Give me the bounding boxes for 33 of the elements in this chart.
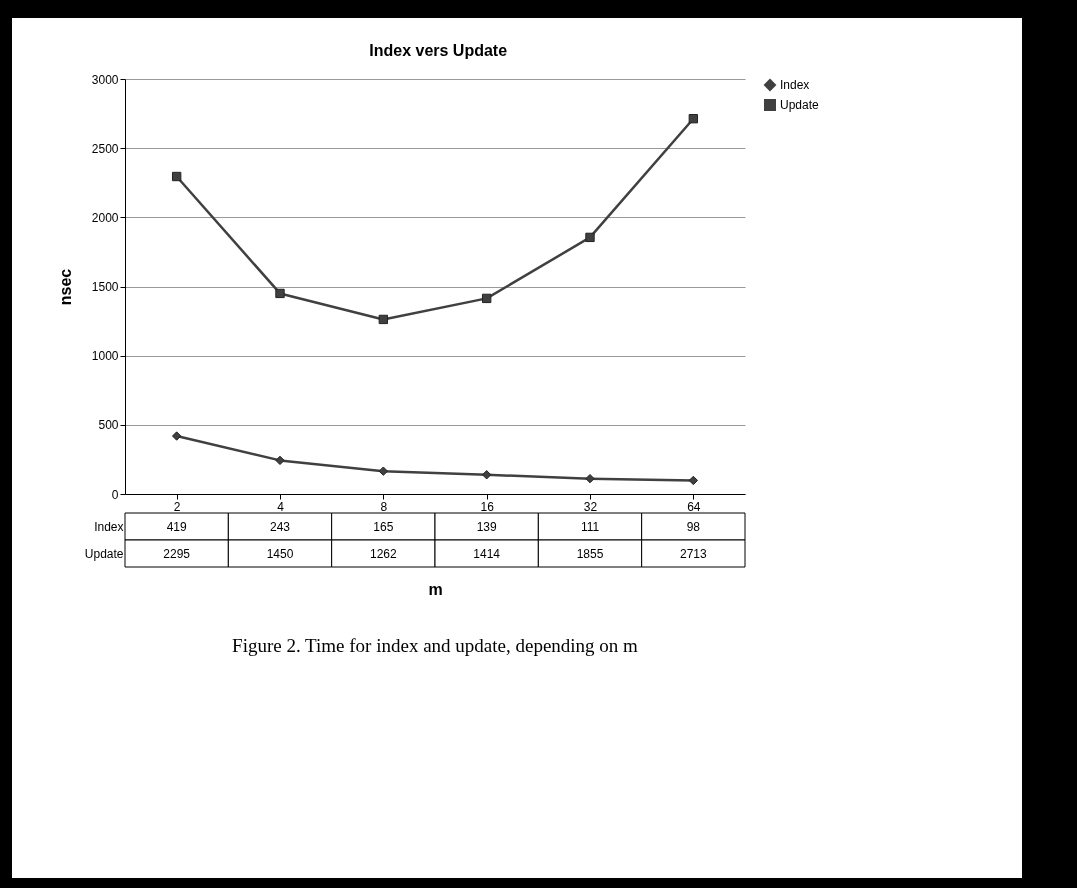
x-tick-label: 64 xyxy=(687,499,701,514)
data-label: 1855 xyxy=(576,546,604,561)
x-tick-label: 32 xyxy=(583,499,598,514)
data-label: 165 xyxy=(373,519,394,534)
text: Update xyxy=(84,546,124,561)
data-label: 419 xyxy=(166,519,187,534)
data-label: 139 xyxy=(476,519,497,534)
y-axis-title: nsec xyxy=(56,268,74,306)
data-label: 2713 xyxy=(679,546,707,561)
x-tick-label: 4 xyxy=(277,499,285,514)
x-tick-label: 2 xyxy=(173,499,181,514)
data-label: 1262 xyxy=(369,546,397,561)
data-label: 111 xyxy=(580,519,600,534)
y-tick-label: 2000 xyxy=(91,210,119,225)
y-tick-label: 1000 xyxy=(91,349,119,364)
y-tick-label: 1500 xyxy=(91,280,119,294)
chart-title: Index vers Update xyxy=(369,42,508,59)
data-label: 243 xyxy=(269,519,291,534)
data-label: 98 xyxy=(686,519,701,534)
legend-label: Index xyxy=(780,78,810,92)
y-tick-label: 3000 xyxy=(91,72,119,87)
x-tick-label: 8 xyxy=(380,499,388,514)
data-label: 1450 xyxy=(266,546,294,561)
y-tick-label: 500 xyxy=(98,418,119,433)
y-tick-label: 2500 xyxy=(91,141,119,156)
x-tick-label: 16 xyxy=(480,499,495,514)
data-label: 1414 xyxy=(473,546,501,561)
x-axis-title: m xyxy=(428,580,443,598)
caption: Figure 2. Time for index and update, depending on m xyxy=(232,635,639,656)
data-label: 2295 xyxy=(163,546,191,561)
text: Index xyxy=(94,519,124,534)
legend-label: Update xyxy=(780,98,820,112)
y-tick-label: 0 xyxy=(111,487,119,502)
